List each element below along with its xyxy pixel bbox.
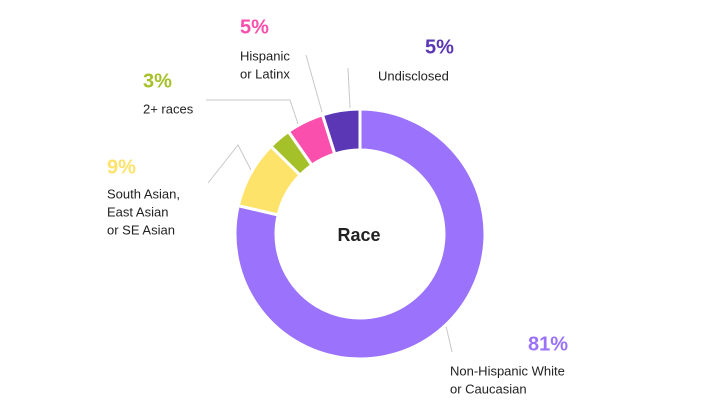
value-label: 3% [143, 70, 172, 92]
donut-slice [320, 107, 362, 156]
leader-line [206, 99, 299, 125]
category-label: 2+ races [143, 101, 194, 116]
category-label: Hispanic [240, 48, 290, 63]
value-label: 81% [528, 333, 568, 355]
category-label: South Asian, [107, 186, 180, 201]
category-label: Undisclosed [378, 68, 449, 83]
category-label: or Latinx [240, 66, 290, 81]
donut-slice [233, 107, 487, 361]
category-label: Non-Hispanic White [450, 363, 565, 378]
leader-line [207, 144, 253, 184]
category-label: or SE Asian [107, 222, 175, 237]
leader-line [305, 54, 323, 113]
value-label: 9% [107, 156, 136, 178]
category-label: or Caucasian [450, 381, 527, 396]
value-label: 5% [425, 36, 454, 58]
leader-line [347, 67, 351, 109]
chart-title: Race [337, 225, 380, 245]
value-label: 5% [240, 16, 269, 38]
category-label: East Asian [107, 204, 168, 219]
